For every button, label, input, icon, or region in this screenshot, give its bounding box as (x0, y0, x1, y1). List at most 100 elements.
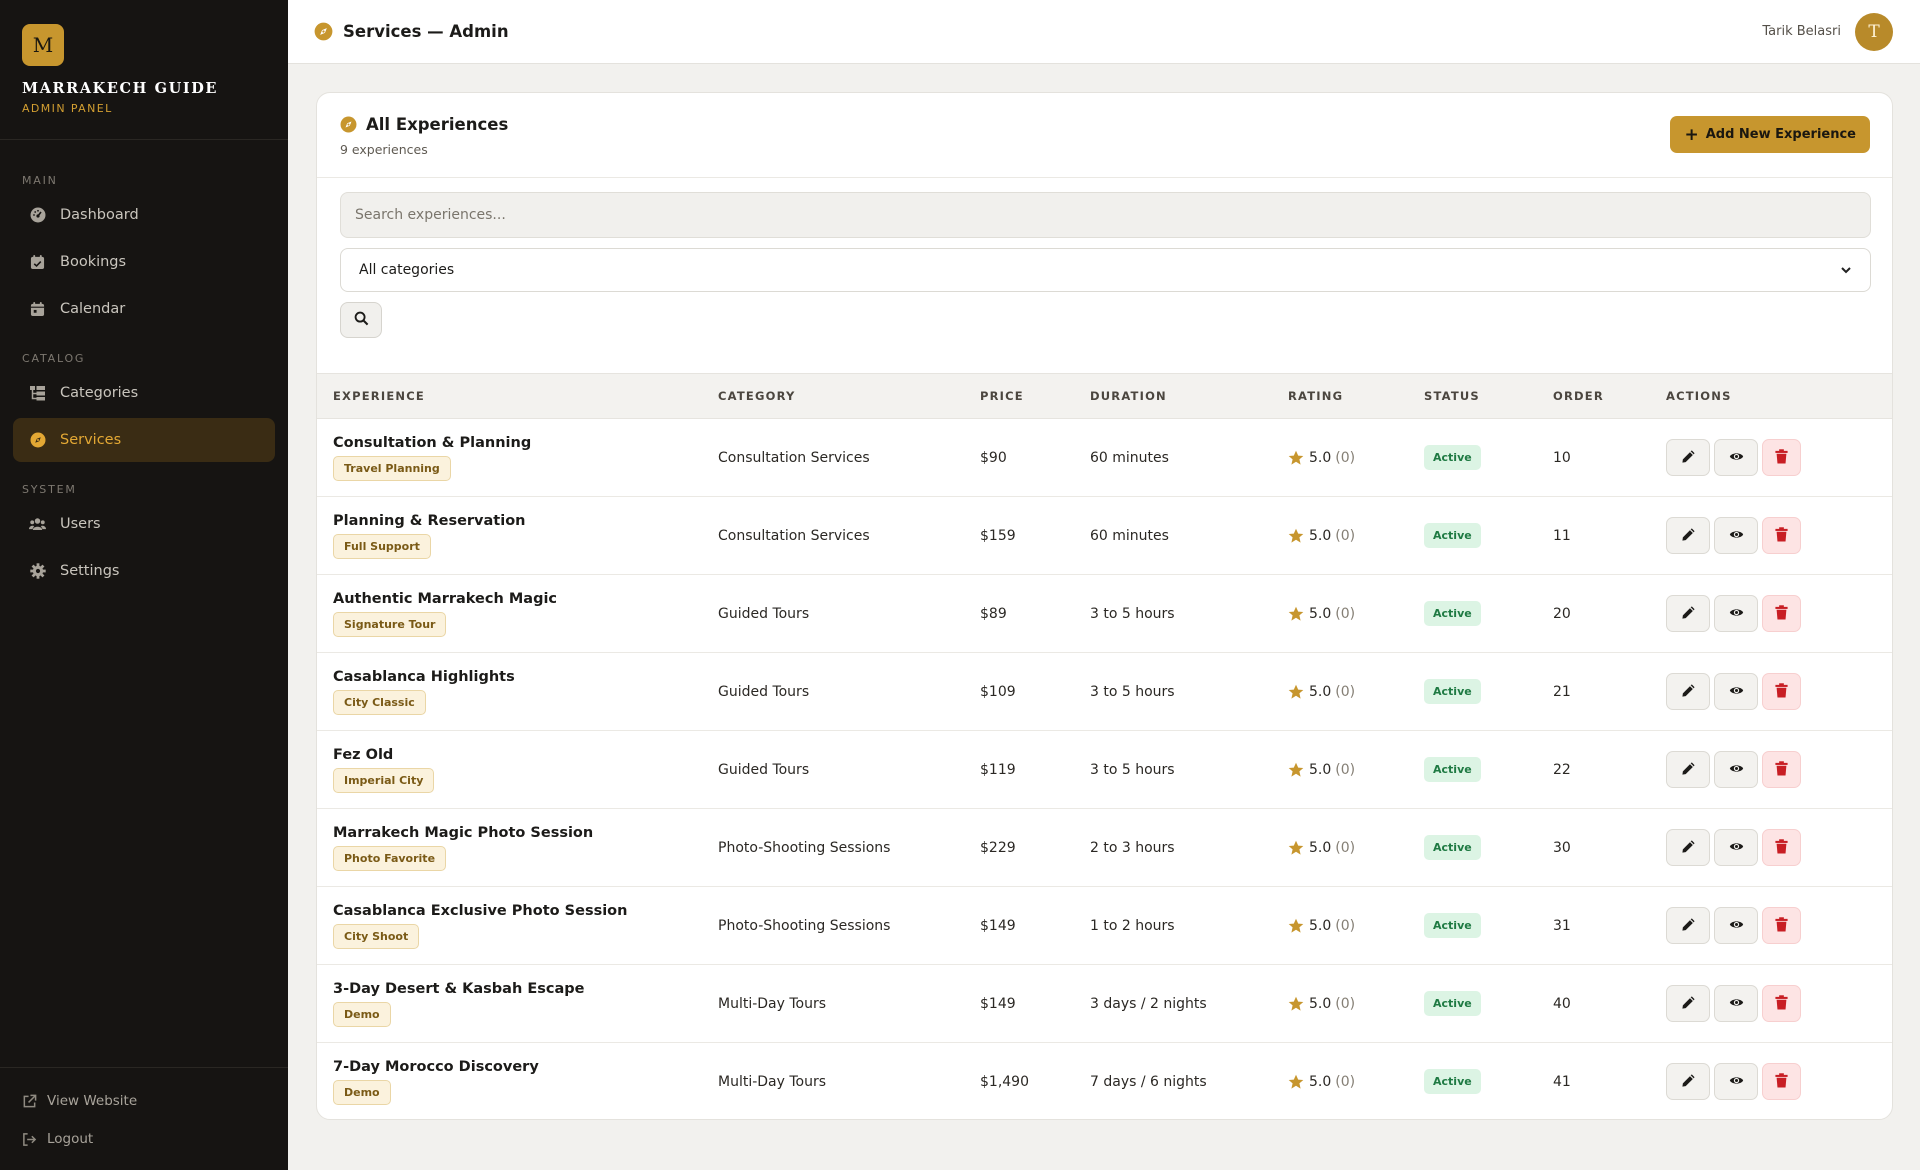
delete-button[interactable] (1762, 595, 1801, 632)
sidebar-item-bookings[interactable]: Bookings (13, 240, 275, 284)
star-icon (1288, 528, 1304, 544)
delete-button[interactable] (1762, 517, 1801, 554)
delete-button[interactable] (1762, 829, 1801, 866)
compass-icon (29, 432, 46, 449)
table-row[interactable]: Fez Old Imperial City Guided Tours $119 … (317, 731, 1892, 809)
view-website-link[interactable]: View Website (0, 1082, 288, 1120)
actions-cell (1650, 575, 1892, 653)
actions-cell (1650, 887, 1892, 965)
table-row[interactable]: Casablanca Exclusive Photo Session City … (317, 887, 1892, 965)
view-button[interactable] (1714, 907, 1758, 944)
table-row[interactable]: Casablanca Highlights City Classic Guide… (317, 653, 1892, 731)
sidebar-item-users[interactable]: Users (13, 502, 275, 546)
delete-button[interactable] (1762, 751, 1801, 788)
edit-button[interactable] (1666, 439, 1710, 476)
column-header[interactable]: PRICE (980, 389, 1024, 403)
avatar[interactable]: T (1855, 12, 1893, 51)
experience-name[interactable]: Fez Old (333, 746, 394, 763)
review-count: (0) (1335, 683, 1356, 700)
view-button[interactable] (1714, 751, 1758, 788)
order-cell: 40 (1553, 995, 1571, 1012)
review-count: (0) (1335, 839, 1356, 856)
status-badge: Active (1424, 523, 1481, 548)
sidebar-nav: MAIN Dashboard Bookings Calendar CATALOG… (0, 140, 288, 593)
pencil-icon (1681, 527, 1696, 545)
view-button[interactable] (1714, 829, 1758, 866)
experience-tag: Signature Tour (333, 611, 447, 637)
view-button[interactable] (1714, 595, 1758, 632)
category-select[interactable]: All categories (340, 248, 1871, 292)
category-cell: Guided Tours (718, 605, 810, 622)
edit-button[interactable] (1666, 751, 1710, 788)
sidebar-item-services[interactable]: Services (13, 418, 275, 462)
duration-cell: 3 to 5 hours (1090, 683, 1175, 700)
rating-cell: 5.0 (0) (1272, 809, 1408, 887)
experience-name[interactable]: Authentic Marrakech Magic (333, 590, 558, 607)
add-experience-button[interactable]: + Add New Experience (1670, 116, 1870, 153)
experience-name[interactable]: Consultation & Planning (333, 434, 532, 451)
column-header[interactable]: ORDER (1553, 389, 1604, 403)
view-button[interactable] (1714, 1063, 1758, 1101)
table-row[interactable]: Authentic Marrakech Magic Signature Tour… (317, 575, 1892, 653)
column-header[interactable]: RATING (1288, 389, 1344, 403)
experience-name[interactable]: 3-Day Desert & Kasbah Escape (333, 980, 585, 997)
column-header[interactable]: EXPERIENCE (333, 389, 425, 403)
delete-button[interactable] (1762, 673, 1801, 710)
logout-link[interactable]: Logout (0, 1120, 288, 1158)
price-cell: $149 (980, 995, 1016, 1012)
delete-button[interactable] (1762, 1063, 1801, 1101)
search-input[interactable] (340, 192, 1871, 238)
user-menu[interactable]: Tarik Belasri T (1762, 12, 1893, 51)
table-row[interactable]: 3-Day Desert & Kasbah Escape Demo Multi-… (317, 965, 1892, 1043)
table-row[interactable]: Planning & Reservation Full Support Cons… (317, 497, 1892, 575)
table-row[interactable]: Marrakech Magic Photo Session Photo Favo… (317, 809, 1892, 887)
rating-value: 5.0 (1309, 839, 1332, 856)
column-header[interactable]: STATUS (1424, 389, 1480, 403)
edit-button[interactable] (1666, 985, 1710, 1022)
experience-name[interactable]: Casablanca Exclusive Photo Session (333, 902, 628, 919)
edit-button[interactable] (1666, 673, 1710, 710)
sidebar-item-calendar[interactable]: Calendar (13, 287, 275, 331)
brand-logo[interactable]: M (22, 24, 64, 66)
edit-button[interactable] (1666, 517, 1710, 554)
experience-name[interactable]: Marrakech Magic Photo Session (333, 824, 594, 841)
column-header[interactable]: CATEGORY (718, 389, 796, 403)
order-cell: 11 (1553, 527, 1571, 544)
rating-value: 5.0 (1309, 449, 1332, 466)
category-cell: Multi-Day Tours (718, 995, 827, 1012)
price-cell: $109 (980, 683, 1016, 700)
experience-name[interactable]: Planning & Reservation (333, 512, 526, 529)
view-button[interactable] (1714, 517, 1758, 554)
price-cell: $229 (980, 839, 1016, 856)
edit-button[interactable] (1666, 1063, 1710, 1101)
column-header[interactable]: DURATION (1090, 389, 1167, 403)
delete-button[interactable] (1762, 985, 1801, 1022)
rating-value: 5.0 (1309, 527, 1332, 544)
table-row[interactable]: 7-Day Morocco Discovery Demo Multi-Day T… (317, 1043, 1892, 1120)
price-cell: $159 (980, 527, 1016, 544)
add-experience-label: Add New Experience (1705, 127, 1856, 142)
experience-name[interactable]: 7-Day Morocco Discovery (333, 1058, 539, 1075)
review-count: (0) (1335, 995, 1356, 1012)
star-icon (1288, 606, 1304, 622)
topbar: Services — Admin Tarik Belasri T (288, 0, 1920, 64)
delete-button[interactable] (1762, 439, 1801, 476)
search-button[interactable] (340, 302, 382, 338)
category-cell: Consultation Services (718, 527, 870, 544)
delete-button[interactable] (1762, 907, 1801, 944)
edit-button[interactable] (1666, 829, 1710, 866)
edit-button[interactable] (1666, 907, 1710, 944)
experience-name[interactable]: Casablanca Highlights (333, 668, 515, 685)
table-row[interactable]: Consultation & Planning Travel Planning … (317, 419, 1892, 497)
view-button[interactable] (1714, 439, 1758, 476)
sidebar-item-dashboard[interactable]: Dashboard (13, 193, 275, 237)
view-button[interactable] (1714, 673, 1758, 710)
sidebar-item-categories[interactable]: Categories (13, 371, 275, 415)
duration-cell: 3 to 5 hours (1090, 761, 1175, 778)
sidebar-item-settings[interactable]: Settings (13, 549, 275, 593)
trash-icon (1774, 604, 1789, 623)
experiences-table: EXPERIENCE CATEGORY PRICE DURATION RATIN… (317, 373, 1892, 1120)
view-button[interactable] (1714, 985, 1758, 1022)
edit-button[interactable] (1666, 595, 1710, 632)
actions-cell (1650, 809, 1892, 887)
